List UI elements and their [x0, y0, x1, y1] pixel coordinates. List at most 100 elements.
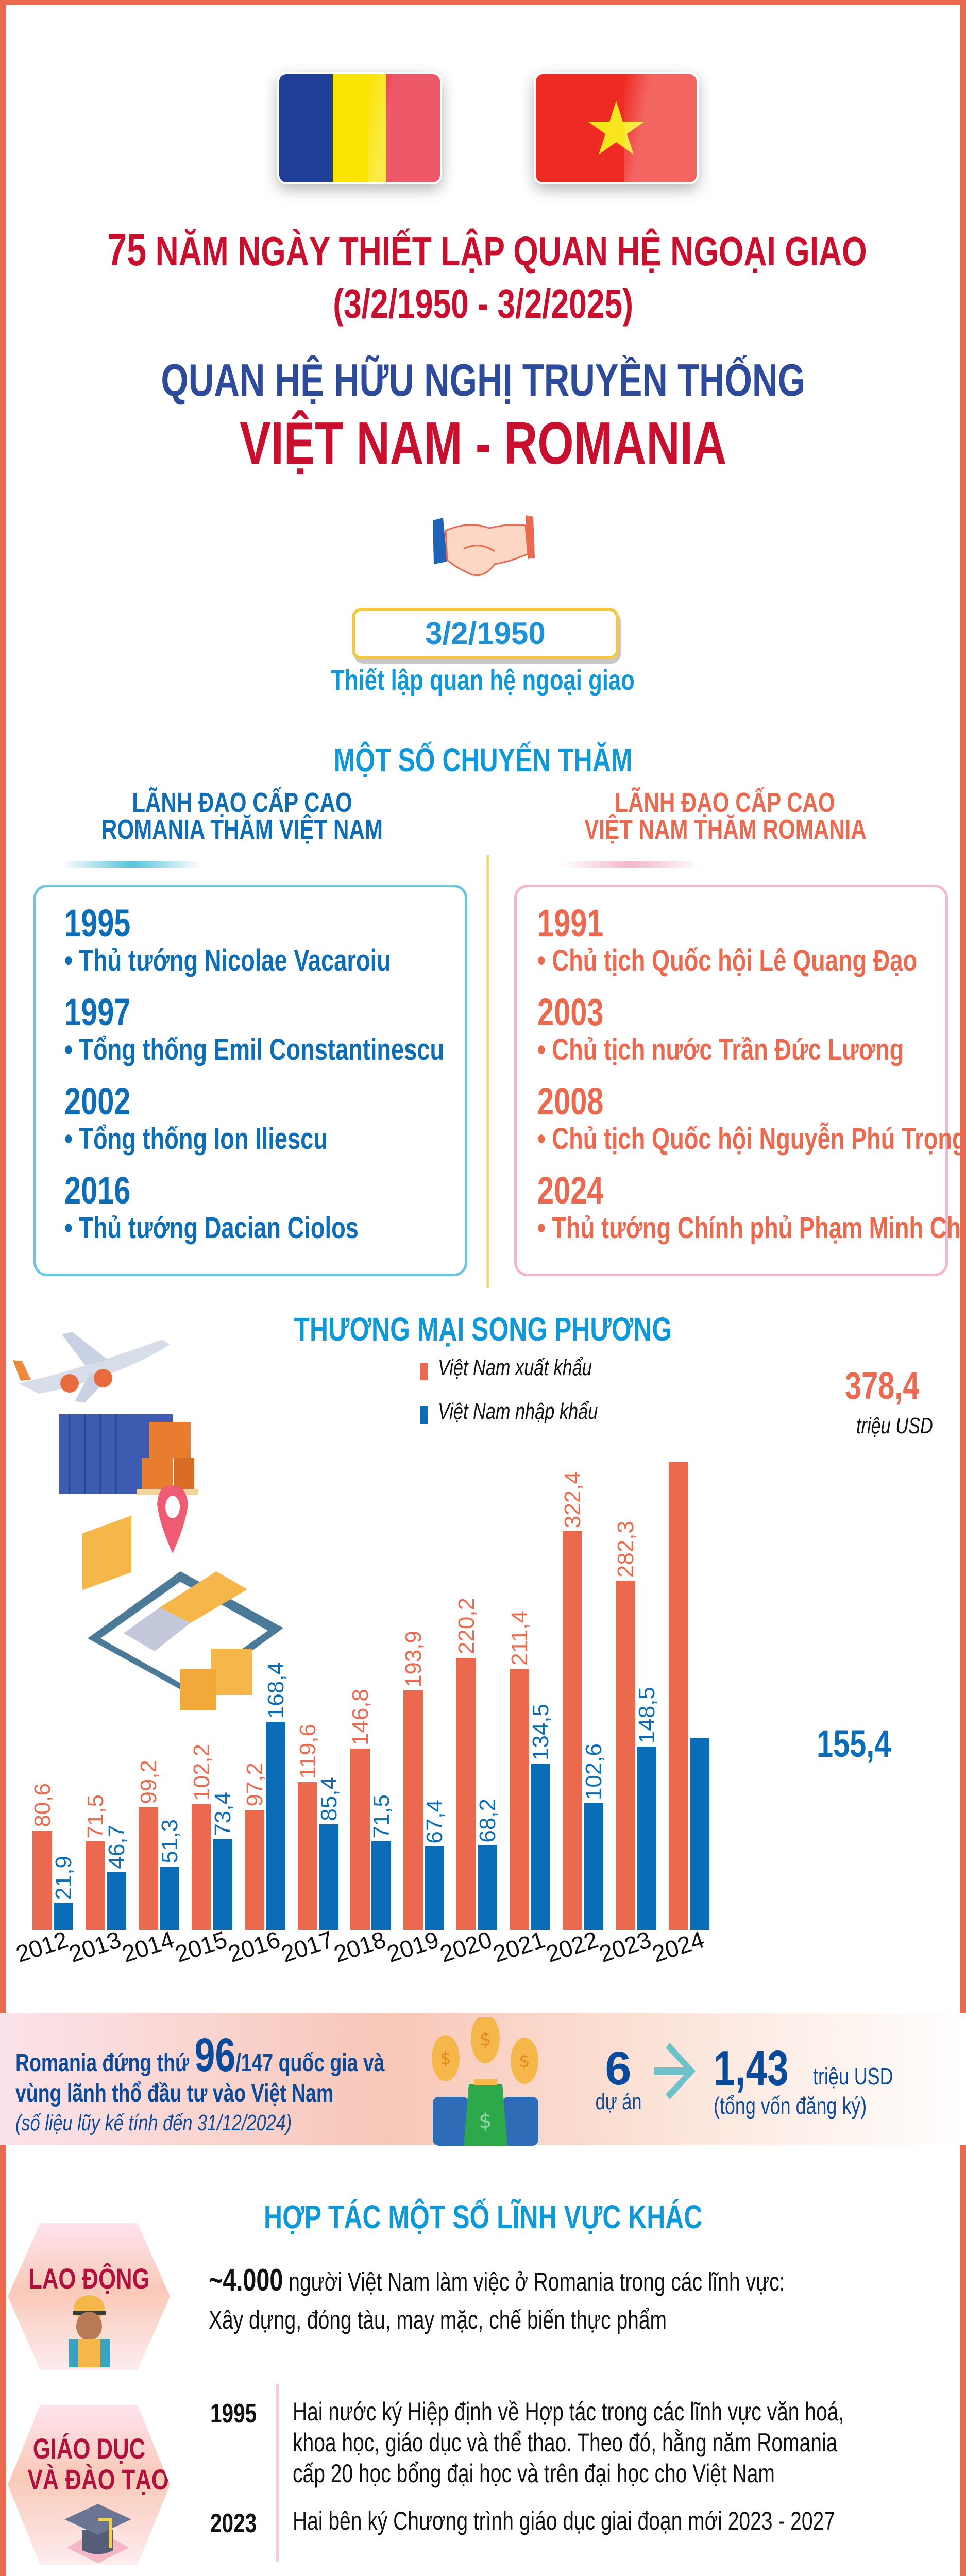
vietnam-flag-icon	[534, 72, 699, 184]
export-value-label: 220,2	[454, 1598, 480, 1655]
import-bar	[212, 1839, 232, 1930]
investment-note: (số liệu lũy kế tính đến 31/12/2024)	[15, 2110, 292, 2136]
import-value-label: 67,4	[422, 1799, 448, 1844]
handshake-icon	[422, 513, 541, 582]
export-bar	[563, 1531, 582, 1930]
investment-rank-text: Romania đứng thứ 96/147 quốc gia và	[15, 2029, 385, 2081]
export-bar	[350, 1748, 370, 1930]
left-decor-bar	[62, 861, 201, 868]
investment-rank-line2: vùng lãnh thổ đầu tư vào Việt Nam	[15, 2080, 334, 2107]
title-line-3: QUAN HỆ HỮU NGHỊ TRUYỀN THỐNG	[161, 354, 805, 405]
education-year-2023: 2023	[210, 2509, 257, 2538]
import-value-label: 71,5	[369, 1794, 395, 1839]
left-heading: LÃNH ĐẠO CẤP CAO ROMANIA THĂM VIỆT NAM	[101, 787, 383, 845]
import-bar	[159, 1866, 179, 1930]
export-bar	[403, 1690, 423, 1930]
visit-item: 2024 • Thủ tướng Chính phủ Phạm Minh Chí…	[537, 1169, 966, 1245]
import-value-label: 68,2	[475, 1798, 501, 1843]
trade-title-wrap: THƯƠNG MẠI SONG PHƯƠNG	[0, 1311, 966, 1347]
investment-capital-label: (tổng vốn đăng ký)	[714, 2092, 867, 2119]
export-value-label: 193,9	[401, 1630, 427, 1687]
investment-projects: 6	[605, 2042, 632, 2095]
right-heading: LÃNH ĐẠO CẤP CAO VIỆT NAM THĂM ROMANIA	[584, 787, 867, 845]
import-value-label: 73,4	[210, 1792, 235, 1836]
education-badge: GIÁO DỤC VÀ ĐÀO TẠO	[8, 2405, 170, 2565]
airplane-icon	[8, 1324, 178, 1409]
import-value-label: 46,7	[104, 1825, 129, 1869]
graduation-cap-icon	[62, 2499, 134, 2568]
import-bar	[478, 1845, 498, 1930]
export-bar	[510, 1668, 530, 1930]
trade-title: THƯƠNG MẠI SONG PHƯƠNG	[294, 1311, 672, 1348]
import-bar	[54, 1903, 73, 1930]
import-bar	[689, 1738, 709, 1930]
export-value-label: 211,4	[507, 1610, 533, 1666]
visits-title-wrap: MỘT SỐ CHUYẾN THĂM	[0, 742, 966, 778]
title-anniversary-number: 75	[107, 224, 147, 275]
establishment-caption: Thiết lập quan hệ ngoại giao	[331, 664, 635, 696]
export-bar	[668, 1462, 688, 1930]
title-anniversary-text: NĂM NGÀY THIẾT LẬP QUAN HỆ NGOẠI GIAO	[155, 228, 867, 274]
import-value-label: 148,5	[634, 1686, 659, 1743]
visit-item: 1997 • Tổng thống Emil Constantinescu	[64, 991, 445, 1067]
investment-capital: 1,43	[714, 2041, 789, 2096]
visit-item: 1991 • Chủ tịch Quốc hội Lê Quang Đạo	[537, 902, 918, 978]
labor-text-line1: ~4.000 người Việt Nam làm việc ở Romania…	[209, 2263, 785, 2297]
establishment-date-box: 3/2/1950	[352, 608, 619, 659]
legend-export-swatch	[420, 1363, 428, 1380]
investment-capital-unit: triệu USD	[813, 2063, 893, 2090]
svg-text:$: $	[479, 2109, 492, 2133]
import-bar	[106, 1872, 126, 1930]
import-value-label: 51,3	[157, 1819, 182, 1863]
visit-item: 2016 • Thủ tướng Dacian Ciolos	[64, 1169, 359, 1245]
worker-icon	[69, 2295, 110, 2367]
labor-badge: LAO ĐỘNG	[8, 2223, 170, 2370]
export-value-label: 146,8	[348, 1688, 374, 1745]
import-bar	[636, 1746, 656, 1930]
import-bar	[584, 1803, 603, 1930]
column-divider	[486, 855, 489, 1288]
import-bar	[371, 1841, 392, 1930]
import-bar	[425, 1846, 445, 1930]
svg-text:$: $	[440, 2048, 451, 2069]
export-value-label: 99,2	[135, 1760, 161, 1804]
export-value-label: 322,4	[560, 1471, 585, 1529]
legend-export-label: Việt Nam xuất khẩu	[438, 1355, 592, 1380]
export-value-label: 97,2	[242, 1762, 267, 1807]
export-bar	[615, 1581, 635, 1930]
romania-visits-card: 1995 • Thủ tướng Nicolae Vacaroiu 1997 •…	[33, 885, 467, 1276]
title-line-2: (3/2/1950 - 3/2/2025)	[333, 281, 633, 327]
education-item-2023: Hai bên ký Chương trình giáo dục giai đo…	[293, 2506, 835, 2535]
establishment-date: 3/2/1950	[425, 616, 546, 651]
highlight-import-value: 155,4	[816, 1722, 892, 1765]
export-bar	[85, 1841, 105, 1930]
education-item-1995: Hai nước ký Hiệp định về Hợp tác trong c…	[293, 2397, 844, 2488]
legend-import-swatch	[420, 1406, 428, 1424]
export-value-label: 282,3	[613, 1521, 638, 1578]
labor-count: ~4.000	[209, 2263, 283, 2297]
highlight-unit: triệu USD	[856, 1413, 933, 1438]
cooperation-title-wrap: HỢP TÁC MỘT SỐ LĨNH VỰC KHÁC	[0, 2199, 966, 2235]
legend-import-label: Việt Nam nhập khẩu	[438, 1399, 598, 1424]
visit-item: 1995 • Thủ tướng Nicolae Vacaroiu	[64, 902, 391, 978]
export-value-label: 80,6	[30, 1783, 55, 1827]
highlight-export-value: 378,4	[845, 1364, 920, 1407]
visit-item: 2008 • Chủ tịch Quốc hội Nguyễn Phú Trọn…	[537, 1080, 966, 1156]
investment-projects-label: dự án	[595, 2089, 642, 2114]
arrow-right-icon	[654, 2043, 701, 2102]
export-bar	[138, 1807, 158, 1930]
svg-text:$: $	[480, 2029, 492, 2050]
export-value-label: 119,6	[295, 1724, 320, 1779]
vietnam-visits-card: 1991 • Chủ tịch Quốc hội Lê Quang Đạo 20…	[514, 885, 966, 1276]
export-bar	[32, 1830, 52, 1930]
visits-title: MỘT SỐ CHUYẾN THĂM	[333, 741, 633, 778]
money-bags-icon: $ $ $ $	[425, 2014, 549, 2148]
investment-rank: 96	[194, 2029, 236, 2081]
labor-text-line2: Xây dựng, đóng tàu, may mặc, chế biến th…	[209, 2306, 667, 2334]
import-bar	[531, 1764, 551, 1930]
visit-item: 2003 • Chủ tịch nước Trần Đức Lương	[537, 991, 904, 1067]
export-bar	[244, 1809, 264, 1930]
import-value-label: 21,9	[51, 1855, 76, 1900]
establishment-caption-wrap: Thiết lập quan hệ ngoại giao	[0, 662, 966, 698]
